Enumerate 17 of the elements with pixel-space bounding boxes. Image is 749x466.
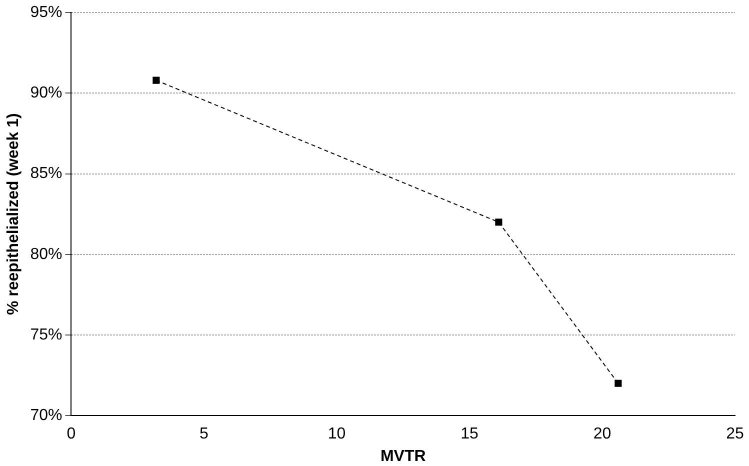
- y-tick-label: 85%: [30, 165, 62, 182]
- y-tick-label: 70%: [30, 407, 62, 424]
- y-tick-label: 90%: [30, 84, 62, 102]
- x-tick-label: 15: [460, 426, 478, 443]
- point: [495, 218, 502, 226]
- x-axis-title: MVTR: [380, 448, 426, 465]
- x-tick-label: 20: [593, 426, 612, 443]
- y-tick-label: 75%: [30, 326, 62, 344]
- point: [152, 76, 160, 84]
- x-tick-label: 0: [66, 426, 76, 443]
- y-tick-label: 80%: [30, 246, 62, 263]
- y-tick-label: 95%: [30, 4, 62, 22]
- x-tick-label: 25: [726, 426, 744, 443]
- point: [614, 380, 622, 387]
- y-axis-title: % reepithelialized (week 1): [5, 113, 22, 316]
- x-tick-label: 10: [328, 426, 346, 443]
- x-tick-label: 5: [200, 426, 209, 443]
